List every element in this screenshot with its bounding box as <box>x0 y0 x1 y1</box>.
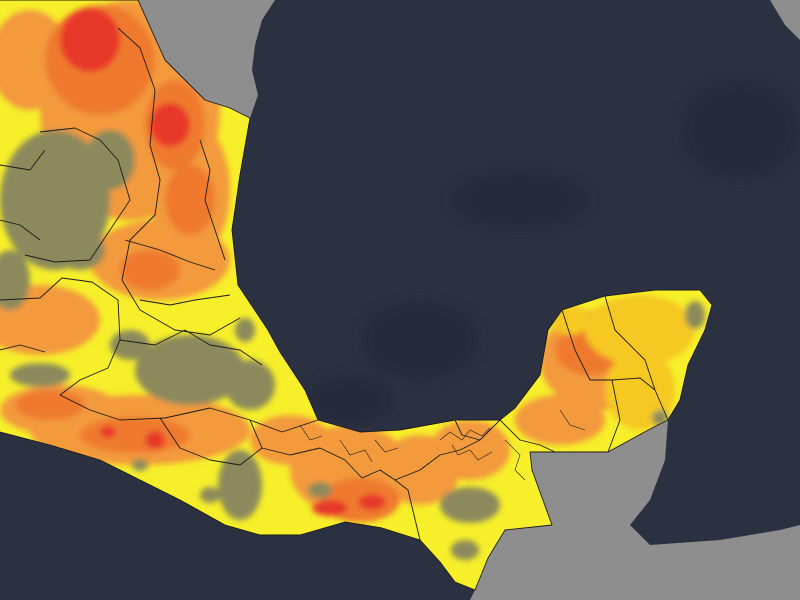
land-united-states <box>135 0 275 118</box>
municipal-boundaries <box>299 409 586 481</box>
land-guatemala <box>470 420 800 600</box>
land-cuba <box>770 0 800 40</box>
ocean-texture <box>305 80 800 425</box>
state-boundaries <box>0 0 713 591</box>
